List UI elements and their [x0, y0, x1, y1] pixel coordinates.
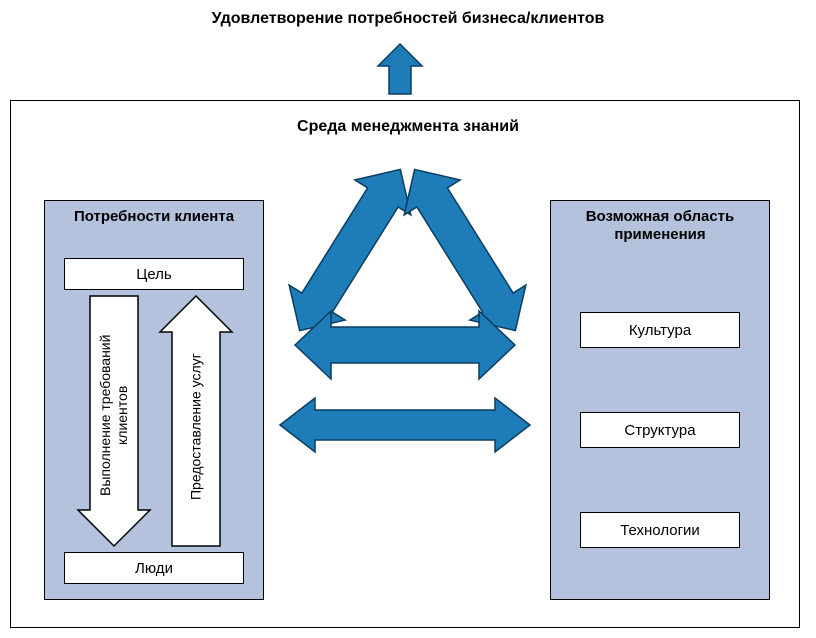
right-panel-title-text: Возможная область применения [586, 208, 735, 243]
box-goal-label: Цель [136, 266, 172, 283]
right-panel-title: Возможная область применения [550, 208, 770, 244]
box-people-label: Люди [135, 560, 173, 577]
environment-title: Среда менеджмента знаний [0, 118, 816, 136]
left-panel-title-text: Потребности клиента [74, 208, 234, 225]
up-arrow-label: Предоставление услуг [170, 322, 222, 532]
box-culture-label: Культура [629, 322, 691, 339]
top-arrow-icon [378, 44, 422, 94]
top-title: Удовлетворение потребностей бизнеса/клие… [0, 10, 816, 28]
box-tech: Технологии [580, 512, 740, 548]
down-arrow-label: Выполнение требований клиентов [88, 310, 140, 520]
horizontal-double-arrow-icon [275, 398, 535, 452]
box-structure-label: Структура [624, 422, 695, 439]
box-structure: Структура [580, 412, 740, 448]
box-tech-label: Технологии [620, 522, 700, 539]
tri-arrow-bottom-icon [290, 310, 520, 380]
box-goal: Цель [64, 258, 244, 290]
box-culture: Культура [580, 312, 740, 348]
left-panel-title: Потребности клиента [44, 208, 264, 226]
box-people: Люди [64, 552, 244, 584]
